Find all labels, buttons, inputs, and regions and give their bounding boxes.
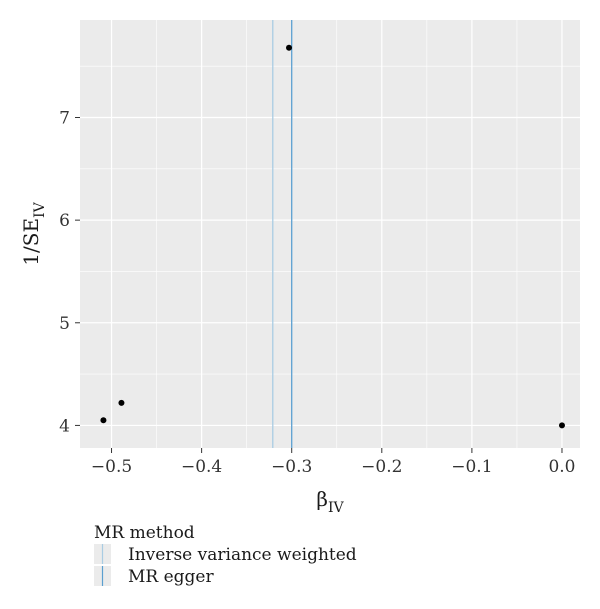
data-point [286,44,293,51]
x-tick-label: −0.1 [451,457,492,477]
axis-ticks [75,117,563,453]
data-point [118,399,125,406]
legend-label-egger: MR egger [128,567,214,587]
legend-title: MR method [94,523,195,543]
panel-background [80,20,580,448]
y-axis-title: 1/SEIV [19,201,48,265]
data-points [100,44,565,429]
y-axis-title-sub: IV [32,201,48,218]
y-tick-label: 4 [59,416,70,436]
x-axis-title: βIV [316,487,344,516]
x-axis-title-main: β [316,487,328,511]
legend: MR method Inverse variance weighted MR e… [94,523,357,587]
x-tick-label: −0.5 [91,457,132,477]
y-tick-label: 5 [59,314,70,334]
data-point [100,417,107,424]
y-tick-label: 6 [59,211,70,231]
x-axis-title-sub: IV [328,500,345,516]
x-tick-label: −0.4 [181,457,222,477]
x-tick-label: −0.3 [271,457,312,477]
y-axis-title-main: 1/SE [19,218,43,266]
y-tick-label: 7 [59,109,70,129]
y-tick-labels: 4 5 6 7 [59,109,70,437]
x-tick-label: 0.0 [548,457,575,477]
grid-minor [80,20,580,448]
legend-item-ivw: Inverse variance weighted [94,544,357,565]
x-tick-label: −0.2 [361,457,402,477]
x-tick-labels: −0.5 −0.4 −0.3 −0.2 −0.1 0.0 [91,457,576,477]
legend-item-egger: MR egger [94,566,214,587]
data-point [558,422,565,429]
method-lines [272,20,293,448]
legend-label-ivw: Inverse variance weighted [128,545,357,565]
